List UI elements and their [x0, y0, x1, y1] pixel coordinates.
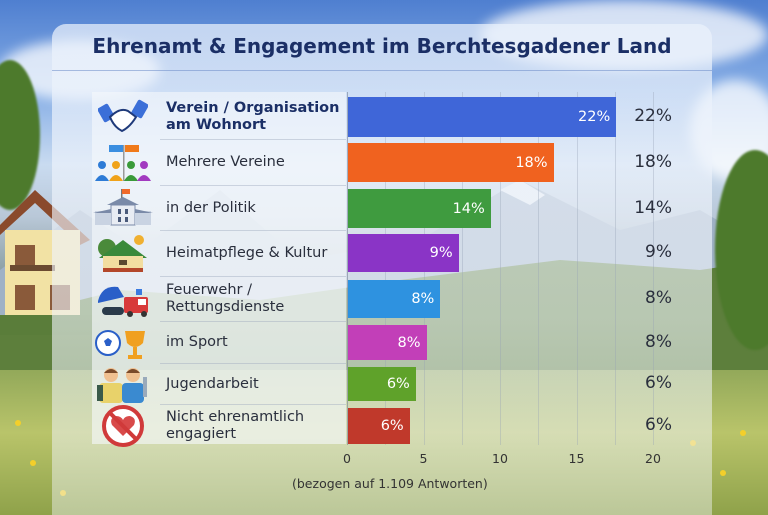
category-label-line: engagiert — [166, 426, 237, 442]
y-axis-line — [347, 92, 348, 445]
x-tick-label: 5 — [419, 451, 428, 466]
category-label: Heimatpflege & Kultur — [154, 245, 327, 262]
category-label-line: Rettungsdienste — [166, 299, 285, 315]
category-row: Nicht ehrenamtlich engagiert — [92, 404, 346, 448]
category-label: Mehrere Vereine — [154, 154, 285, 171]
value-label: 6% — [645, 415, 672, 435]
value-label: 6% — [645, 373, 672, 393]
category-label: Nicht ehrenamtlich engagiert — [154, 409, 304, 443]
row-separator — [160, 230, 346, 231]
gridline — [614, 92, 616, 445]
value-label: 14% — [634, 197, 672, 218]
value-label: 22% — [634, 106, 672, 126]
bar: 8% — [348, 325, 427, 360]
category-label-line: Heimatpflege & Kultur — [166, 244, 328, 261]
bar: 14% — [348, 189, 491, 228]
row-separator — [160, 185, 346, 186]
row-separator — [160, 321, 346, 322]
football-trophy-icon — [92, 321, 154, 365]
title-divider — [52, 70, 712, 71]
category-label-line: in der Politik — [166, 200, 256, 216]
no-heart-icon — [92, 404, 154, 448]
bar: 9% — [348, 234, 459, 272]
category-row: im Sport — [92, 323, 346, 362]
category-label-line: am Wohnort — [166, 117, 267, 133]
flower — [720, 470, 726, 476]
youth-icon — [92, 362, 154, 406]
chart-title: Ehrenamt & Engagement im Berchtesgadener… — [92, 34, 672, 58]
category-label: Jugendarbeit — [154, 376, 259, 393]
category-label-line: Feuerwehr / — [166, 282, 252, 298]
flower — [30, 460, 36, 466]
heritage-house-icon — [92, 231, 154, 275]
row-separator — [160, 404, 346, 405]
category-label: in der Politik — [154, 200, 256, 217]
category-label-line: Mehrere Vereine — [166, 154, 285, 170]
category-label: Feuerwehr / Rettungsdienste — [154, 282, 284, 316]
x-tick-label: 0 — [343, 451, 351, 466]
bar-data-label: 9% — [429, 245, 453, 261]
category-label-line: Verein / Organisation — [166, 100, 340, 116]
x-tick-label: 20 — [645, 451, 661, 466]
category-label: Verein / Organisation am Wohnort — [154, 100, 339, 134]
bar-data-label: 14% — [452, 200, 485, 217]
category-row: Feuerwehr / Rettungsdienste — [92, 278, 346, 320]
gridline — [500, 92, 501, 445]
gridline — [538, 92, 540, 445]
value-label: 18% — [634, 151, 672, 172]
bar-data-label: 6% — [380, 418, 404, 434]
row-separator — [160, 139, 346, 140]
bar-data-label: 8% — [411, 291, 435, 307]
category-row: in der Politik — [92, 187, 346, 230]
category-row: Mehrere Vereine — [92, 141, 346, 184]
flower — [740, 430, 746, 436]
group-flags-icon — [92, 141, 154, 185]
row-separator — [160, 276, 346, 277]
firefighter-truck-icon — [92, 277, 154, 321]
category-row: Verein / Organisation am Wohnort — [92, 95, 346, 139]
bar: 6% — [348, 408, 410, 444]
x-tick-label: 15 — [568, 451, 585, 466]
chart-note: (bezogen auf 1.109 Antworten) — [292, 476, 488, 491]
row-separator — [160, 363, 346, 364]
category-label-line: Jugendarbeit — [166, 375, 259, 392]
value-label: 8% — [645, 331, 672, 352]
bar-data-label: 22% — [578, 109, 611, 125]
gridline — [576, 92, 578, 445]
bar: 6% — [348, 367, 416, 401]
category-label-line: Nicht ehrenamtlich — [166, 409, 305, 425]
gridline — [653, 92, 654, 445]
value-label: 8% — [645, 288, 672, 308]
bar: 22% — [348, 97, 617, 137]
flower — [15, 420, 21, 426]
bar-data-label: 6% — [386, 376, 410, 392]
category-label: im Sport — [154, 334, 228, 351]
bar: 18% — [348, 143, 554, 182]
town-hall-icon — [92, 187, 154, 231]
bar-data-label: 18% — [515, 154, 548, 171]
bar-data-label: 8% — [397, 334, 421, 351]
x-tick-label: 10 — [492, 451, 508, 466]
category-row: Jugendarbeit — [92, 365, 346, 403]
value-label: 9% — [645, 242, 672, 262]
gridline — [461, 92, 463, 445]
bar: 8% — [348, 280, 441, 318]
category-row: Heimatpflege & Kultur — [92, 232, 346, 274]
category-label-line: im Sport — [166, 334, 228, 350]
handshake-icon — [92, 95, 154, 139]
